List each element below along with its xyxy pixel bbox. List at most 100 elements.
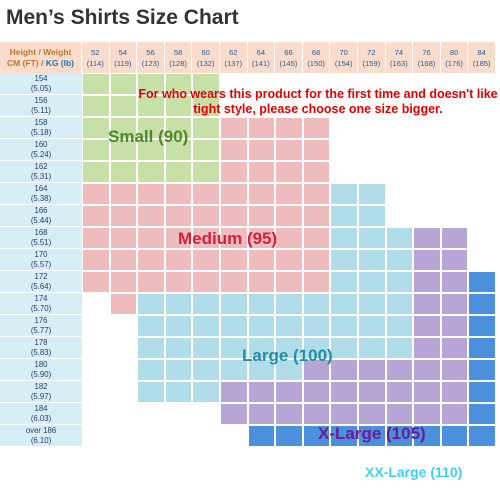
size-cell [247, 161, 276, 183]
size-cell [440, 381, 469, 403]
size-cell [220, 337, 248, 359]
height-cm: 174 [34, 294, 48, 303]
weight-header-74: 74 (163) [385, 42, 414, 73]
height-header-154: 154 (5.05) [0, 73, 82, 95]
weight-kg: 64 [256, 47, 266, 57]
size-cell [164, 183, 193, 205]
size-cell [413, 403, 441, 425]
size-cell [358, 359, 386, 381]
size-cell [137, 205, 165, 227]
size-cell [82, 183, 110, 205]
size-cell [137, 161, 165, 183]
sizing-note: For who wears this product for the first… [138, 87, 498, 116]
height-header-160: 160 (5.24) [0, 139, 82, 161]
size-cell [385, 403, 414, 425]
header-line2-cm: CM (FT) / [6, 57, 46, 68]
size-cell [468, 271, 496, 293]
size-cell [164, 359, 193, 381]
height-cm: 170 [34, 250, 48, 259]
size-cell [468, 403, 496, 425]
size-cell [192, 183, 220, 205]
size-cell [192, 337, 220, 359]
size-cell [82, 205, 110, 227]
height-cm: 160 [34, 140, 48, 149]
size-cell [247, 403, 276, 425]
size-cell [385, 271, 414, 293]
size-cell [247, 227, 276, 249]
size-cell [330, 337, 358, 359]
height-cm: 166 [34, 206, 48, 215]
chart-title: Men’s Shirts Size Chart [6, 6, 239, 29]
weight-lb: (128) [169, 58, 187, 68]
size-cell [109, 271, 138, 293]
size-chart: Height / Weight CM (FT) / KG (lb) 52 (114… [0, 42, 500, 492]
size-cell [358, 425, 386, 447]
size-cell [164, 271, 193, 293]
size-cell [82, 249, 110, 271]
weight-kg: 60 [201, 47, 210, 57]
size-cell [109, 73, 138, 95]
size-cell [164, 205, 193, 227]
size-cell [220, 205, 248, 227]
size-cell [247, 183, 276, 205]
height-header-180: 180 (5.90) [0, 359, 82, 381]
size-cell [137, 337, 165, 359]
size-cell [164, 117, 193, 139]
size-cell [275, 337, 303, 359]
size-cell [247, 205, 276, 227]
size-cell [413, 337, 441, 359]
height-cm: 176 [34, 316, 48, 325]
size-cell [330, 359, 358, 381]
size-cell [302, 227, 331, 249]
size-cell [220, 227, 248, 249]
weight-header-70: 70 (154) [330, 42, 358, 73]
weight-header-64: 64 (141) [247, 42, 276, 73]
height-ft: (5.18) [30, 127, 52, 137]
size-cell [275, 403, 303, 425]
weight-kg: 62 [229, 47, 238, 57]
size-cell [468, 425, 496, 447]
size-cell [82, 139, 110, 161]
size-cell [330, 227, 358, 249]
height-header-182: 182 (5.97) [0, 381, 82, 403]
size-cell [302, 337, 331, 359]
weight-kg: 54 [118, 47, 128, 57]
size-cell [275, 183, 303, 205]
weight-lb: (123) [141, 58, 160, 68]
size-cell [137, 249, 165, 271]
size-cell [247, 425, 276, 447]
size-cell [164, 161, 193, 183]
size-cell [330, 293, 358, 315]
size-cell [358, 227, 386, 249]
size-cell [330, 249, 358, 271]
size-cell [109, 249, 138, 271]
size-cell [275, 139, 303, 161]
size-cell [82, 161, 110, 183]
weight-kg: 58 [173, 47, 183, 57]
size-cell [358, 403, 386, 425]
height-cm: 172 [34, 272, 48, 281]
size-cell [275, 161, 303, 183]
size-cell [220, 117, 248, 139]
size-cell [192, 293, 220, 315]
size-cell [220, 183, 248, 205]
height-cm: 164 [34, 184, 48, 193]
size-cell [440, 249, 469, 271]
size-cell [385, 359, 414, 381]
weight-header-76: 76 (168) [413, 42, 441, 73]
size-cell [137, 73, 165, 95]
height-ft: (5.38) [30, 193, 52, 203]
height-ft: (5.24) [30, 149, 52, 159]
size-cell [109, 293, 138, 315]
weight-header-54: 54 (119) [109, 42, 138, 73]
height-ft: (6.03) [30, 413, 52, 423]
height-header-176: 176 (5.77) [0, 315, 82, 337]
size-cell [247, 139, 276, 161]
size-cell [440, 359, 469, 381]
size-cell [164, 293, 193, 315]
weight-kg: 80 [449, 47, 459, 57]
size-cell [109, 161, 138, 183]
size-cell [302, 249, 331, 271]
size-cell [330, 315, 358, 337]
size-cell [385, 337, 414, 359]
